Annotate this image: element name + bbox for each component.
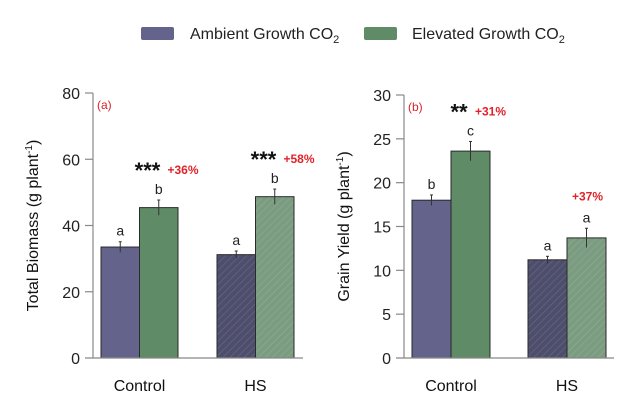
significance-letter: b [428,176,436,192]
significance-letter: a [544,237,552,253]
x-tick-label: HS [244,378,266,395]
x-tick-label: Control [114,378,166,395]
y-tick-label: 40 [62,219,80,236]
significance-letter: a [116,223,124,239]
panel-label: (b) [408,100,423,114]
significance-letter: b [155,181,163,197]
chart-grain-yield: b a c a 0 5 10 15 20 25 30 Control HS Grain Yield (g … [335,88,614,395]
y-tick-label: 15 [373,220,391,237]
bar-ambient-control [411,199,452,359]
chart-total-biomass: a a b b 0 20 40 60 80 Control HS Total Biomass (g p… [24,86,315,395]
percent-increase: +37% [572,189,603,203]
bar-ambient-hs [527,259,568,359]
bar-elevated-hs [255,196,295,359]
panel-label: (a) [97,98,112,112]
y-axis-title: Total Biomass (g plant-1) [24,140,42,312]
y-tick-label: 0 [382,351,391,368]
y-tick-label: 30 [373,88,391,105]
legend: Ambient Growth CO2 Elevated Growth CO2 [141,26,565,46]
y-tick-label: 20 [62,285,80,302]
y-tick-label: 5 [382,307,391,324]
x-tick-label: Control [425,378,477,395]
y-tick-label: 80 [62,86,80,103]
legend-label-elevated: Elevated Growth CO2 [412,26,565,46]
y-tick-label: 25 [373,132,391,149]
percent-increase: +58% [284,152,315,166]
y-tick-label: 10 [373,263,391,280]
bar-ambient-control [100,246,140,359]
significance-letter: c [467,122,474,138]
x-tick-label: HS [556,378,578,395]
y-tick-label: 0 [71,351,80,368]
bar-ambient-hs [216,254,256,359]
y-tick-label: 20 [373,176,391,193]
bar-elevated-control [450,150,491,359]
percent-increase: +31% [475,104,506,118]
legend-swatch-ambient [141,27,174,40]
significance-letter: b [271,170,279,186]
y-tick-label: 60 [62,152,80,169]
significance-stars: *** [251,147,277,172]
legend-label-ambient: Ambient Growth CO2 [190,26,339,46]
bar-elevated-hs [566,237,607,359]
significance-stars: ** [450,99,468,124]
significance-letter: a [232,232,240,248]
y-axis-title: Grain Yield (g plant-1) [335,151,353,301]
legend-swatch-elevated [364,27,397,40]
significance-stars: *** [135,158,161,183]
significance-letter: a [583,209,591,225]
percent-increase: +36% [168,163,199,177]
bar-elevated-control [139,207,179,359]
